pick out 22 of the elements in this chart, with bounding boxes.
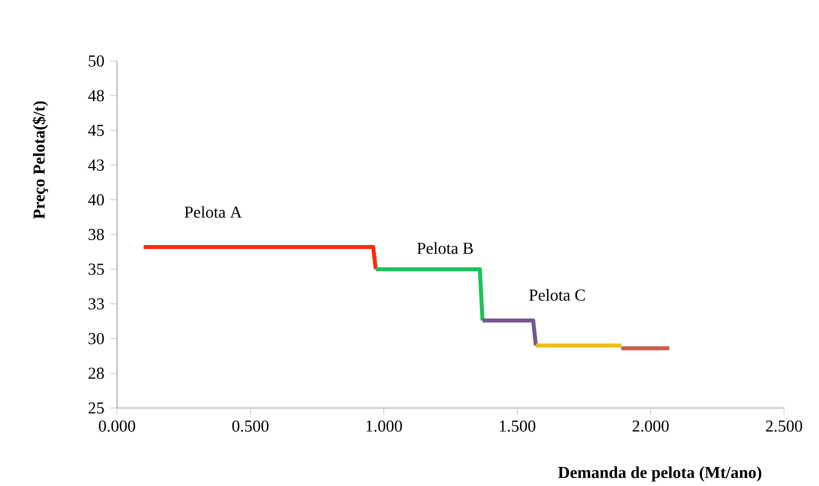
x-axis-title: Demanda de pelota (Mt/ano) — [558, 466, 762, 482]
x-tick-label: 0.500 — [232, 420, 269, 432]
y-axis-title: Preço Pelota($/t) — [32, 101, 48, 219]
x-tick-label: 2.500 — [766, 420, 802, 432]
y-tick-label: 35 — [88, 264, 104, 275]
y-tick-label: 45 — [88, 124, 104, 136]
y-tick-label: 43 — [88, 159, 104, 171]
x-tick-label: 1.500 — [500, 420, 536, 432]
x-tick-label: 2.000 — [632, 420, 669, 432]
y-tick-label: 48 — [88, 90, 104, 102]
x-tick-label: 0.000 — [98, 420, 136, 432]
x-tick-label: 1.000 — [366, 420, 402, 432]
y-tick-label: 33 — [88, 298, 104, 310]
y-tick-label: 30 — [88, 332, 104, 344]
y-tick-label: 28 — [88, 368, 104, 379]
annotation: Pelota B — [417, 242, 473, 254]
y-tick-label: 50 — [88, 55, 104, 67]
y-tick-label: 38 — [88, 228, 104, 240]
y-tick-label: 40 — [88, 194, 104, 206]
annotation: Pelota A — [184, 206, 242, 218]
y-tick-label: 25 — [88, 402, 104, 414]
annotation: Pelota C — [529, 289, 585, 301]
